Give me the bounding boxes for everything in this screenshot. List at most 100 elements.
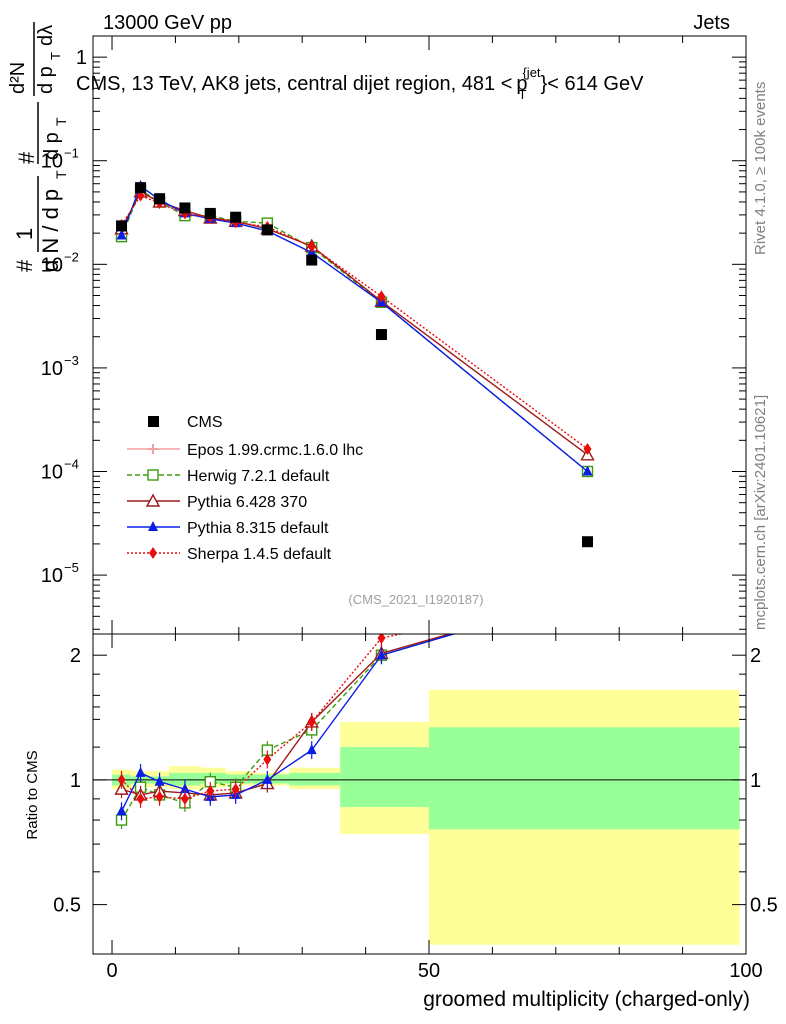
category-label: Jets bbox=[693, 12, 730, 34]
plot-title: CMS, 13 TeV, AK8 jets, central dijet reg… bbox=[76, 65, 644, 102]
ratio-line-pythia bbox=[120, 634, 457, 812]
y-tick-exponent: −2 bbox=[64, 249, 79, 264]
ratio-line-herwig bbox=[120, 634, 457, 821]
y-axis-label-ratio: Ratio to CMS bbox=[24, 750, 41, 839]
svg-text:#: # bbox=[14, 151, 39, 164]
legend-item-sherpa-4: Sherpa 1.4.5 default bbox=[127, 546, 332, 563]
svg-text:T: T bbox=[53, 170, 69, 179]
main-frame bbox=[92, 35, 747, 635]
legend-marker-pythia-2 bbox=[145, 493, 161, 507]
cms-data-point bbox=[582, 536, 594, 548]
svg-text:dλ: dλ bbox=[35, 25, 57, 46]
ratio-point-sherpa bbox=[307, 715, 316, 728]
svg-text:d p: d p bbox=[35, 66, 57, 94]
ratio-line-sherpa bbox=[121, 634, 405, 800]
x-tick-label: 100 bbox=[729, 960, 762, 982]
svg-text:#: # bbox=[12, 259, 37, 272]
ratio-point-sherpa bbox=[206, 785, 215, 798]
cms-data-point bbox=[179, 202, 191, 214]
y-tick-label: 10 bbox=[41, 462, 63, 484]
cms-data-point bbox=[154, 193, 166, 205]
main-line-pythia bbox=[120, 184, 588, 473]
cms-data-point bbox=[116, 220, 128, 232]
cms-data-point bbox=[230, 211, 242, 223]
ratio-point-pythia bbox=[262, 773, 273, 784]
legend-marker-cms bbox=[148, 416, 159, 427]
ratio-axis-ticks: 0.5 0.5 1 1 2 2 0 50 100 bbox=[53, 634, 778, 982]
ratio-point-pythia bbox=[306, 744, 317, 755]
ratio-point-sherpa bbox=[231, 783, 240, 796]
legend-marker-herwig-1 bbox=[147, 469, 159, 481]
ratio-point-pythia bbox=[116, 805, 127, 816]
ratio-series bbox=[114, 634, 457, 830]
y-tick-label: 10 bbox=[41, 358, 63, 380]
y-tick-exponent: −1 bbox=[64, 146, 79, 161]
y-axis-label-main: # 1 d N / d p T # d p T d²N d p T dλ bbox=[7, 22, 69, 272]
x-tick-label: 50 bbox=[418, 960, 440, 982]
cms-data-point bbox=[261, 224, 273, 236]
ratio-point-sherpa bbox=[180, 792, 189, 805]
main-axis-ticks: 110−110−210−310−410−5 bbox=[41, 36, 747, 634]
legend-label-pythia-2: Pythia 6.428 370 bbox=[187, 494, 307, 511]
stat-band bbox=[429, 727, 740, 830]
y-tick-label: 10 bbox=[41, 254, 63, 276]
legend-label-cms: CMS bbox=[187, 414, 223, 431]
main-point-pythia bbox=[582, 465, 593, 476]
ratio-y-tick-label: 0.5 bbox=[53, 895, 81, 917]
stat-band bbox=[340, 747, 430, 808]
legend-item-herwig-1: Herwig 7.2.1 default bbox=[127, 468, 330, 485]
ratio-point-pythia bbox=[179, 783, 190, 794]
legend-label-herwig-1: Herwig 7.2.1 default bbox=[187, 468, 330, 485]
svg-text:d N / d p: d N / d p bbox=[38, 189, 63, 272]
legend: CMS Epos 1.99.crmc.1.6.0 lhc Herwig 7.2.1… bbox=[127, 414, 363, 563]
y-tick-exponent: −4 bbox=[64, 457, 79, 472]
svg-text:T: T bbox=[48, 52, 63, 60]
ratio-point-sherpa bbox=[263, 753, 272, 766]
analysis-id: (CMS_2021_I1920187) bbox=[348, 592, 483, 607]
main-panel: 110−110−210−310−410−5 bbox=[41, 35, 747, 635]
legend-item-cms: CMS bbox=[148, 414, 223, 431]
ratio-point-sherpa bbox=[377, 634, 386, 645]
svg-text:d²N: d²N bbox=[7, 62, 29, 94]
legend-item-pythia-2: Pythia 6.428 370 bbox=[127, 493, 307, 511]
svg-text:1: 1 bbox=[12, 228, 37, 240]
y-tick-label: 1 bbox=[76, 47, 87, 69]
main-line-herwig bbox=[120, 189, 588, 473]
ratio-y-tick-label-right: 1 bbox=[750, 770, 761, 792]
cms-data-markers bbox=[116, 182, 594, 548]
main-point-sherpa bbox=[583, 442, 592, 455]
ratio-point-sherpa bbox=[117, 773, 126, 786]
legend-label-epos-0: Epos 1.99.crmc.1.6.0 lhc bbox=[187, 442, 363, 459]
rivet-version-label: Rivet 4.1.0, ≥ 100k events bbox=[752, 82, 769, 255]
legend-label-sherpa-4: Sherpa 1.4.5 default bbox=[187, 546, 332, 563]
main-point-sherpa bbox=[307, 240, 316, 253]
x-tick-label: 0 bbox=[106, 960, 117, 982]
ratio-y-tick-label-right: 0.5 bbox=[750, 895, 778, 917]
svg-text:d p: d p bbox=[41, 132, 63, 160]
svg-text:T: T bbox=[53, 117, 69, 126]
legend-marker-pythia-3 bbox=[148, 521, 158, 531]
ratio-y-tick-label: 2 bbox=[70, 645, 81, 667]
ratio-series-clipped bbox=[114, 634, 457, 830]
main-point-pythia bbox=[116, 229, 127, 240]
y-tick-label: 10 bbox=[41, 565, 63, 587]
cms-data-point bbox=[204, 207, 216, 219]
legend-marker-epos-0 bbox=[148, 444, 158, 454]
y-tick-exponent: −3 bbox=[64, 353, 79, 368]
ratio-point-pythia bbox=[376, 649, 387, 660]
ratio-point-pythia bbox=[154, 775, 165, 786]
stat-band bbox=[169, 772, 201, 786]
legend-marker-sherpa-4 bbox=[149, 547, 157, 559]
source-label: mcplots.cern.ch [arXiv:2401.10621] bbox=[752, 395, 769, 630]
main-point-sherpa bbox=[377, 290, 386, 303]
cms-data-point bbox=[306, 254, 318, 266]
legend-item-epos-0: Epos 1.99.crmc.1.6.0 lhc bbox=[127, 442, 363, 459]
cms-data-point bbox=[375, 329, 387, 341]
ratio-point-sherpa bbox=[155, 790, 164, 803]
ratio-line-pythia bbox=[121, 634, 453, 796]
cms-data-point bbox=[135, 182, 147, 194]
y-tick-label: 10 bbox=[41, 151, 63, 173]
main-line-sherpa bbox=[120, 194, 588, 450]
stat-band bbox=[226, 774, 252, 784]
